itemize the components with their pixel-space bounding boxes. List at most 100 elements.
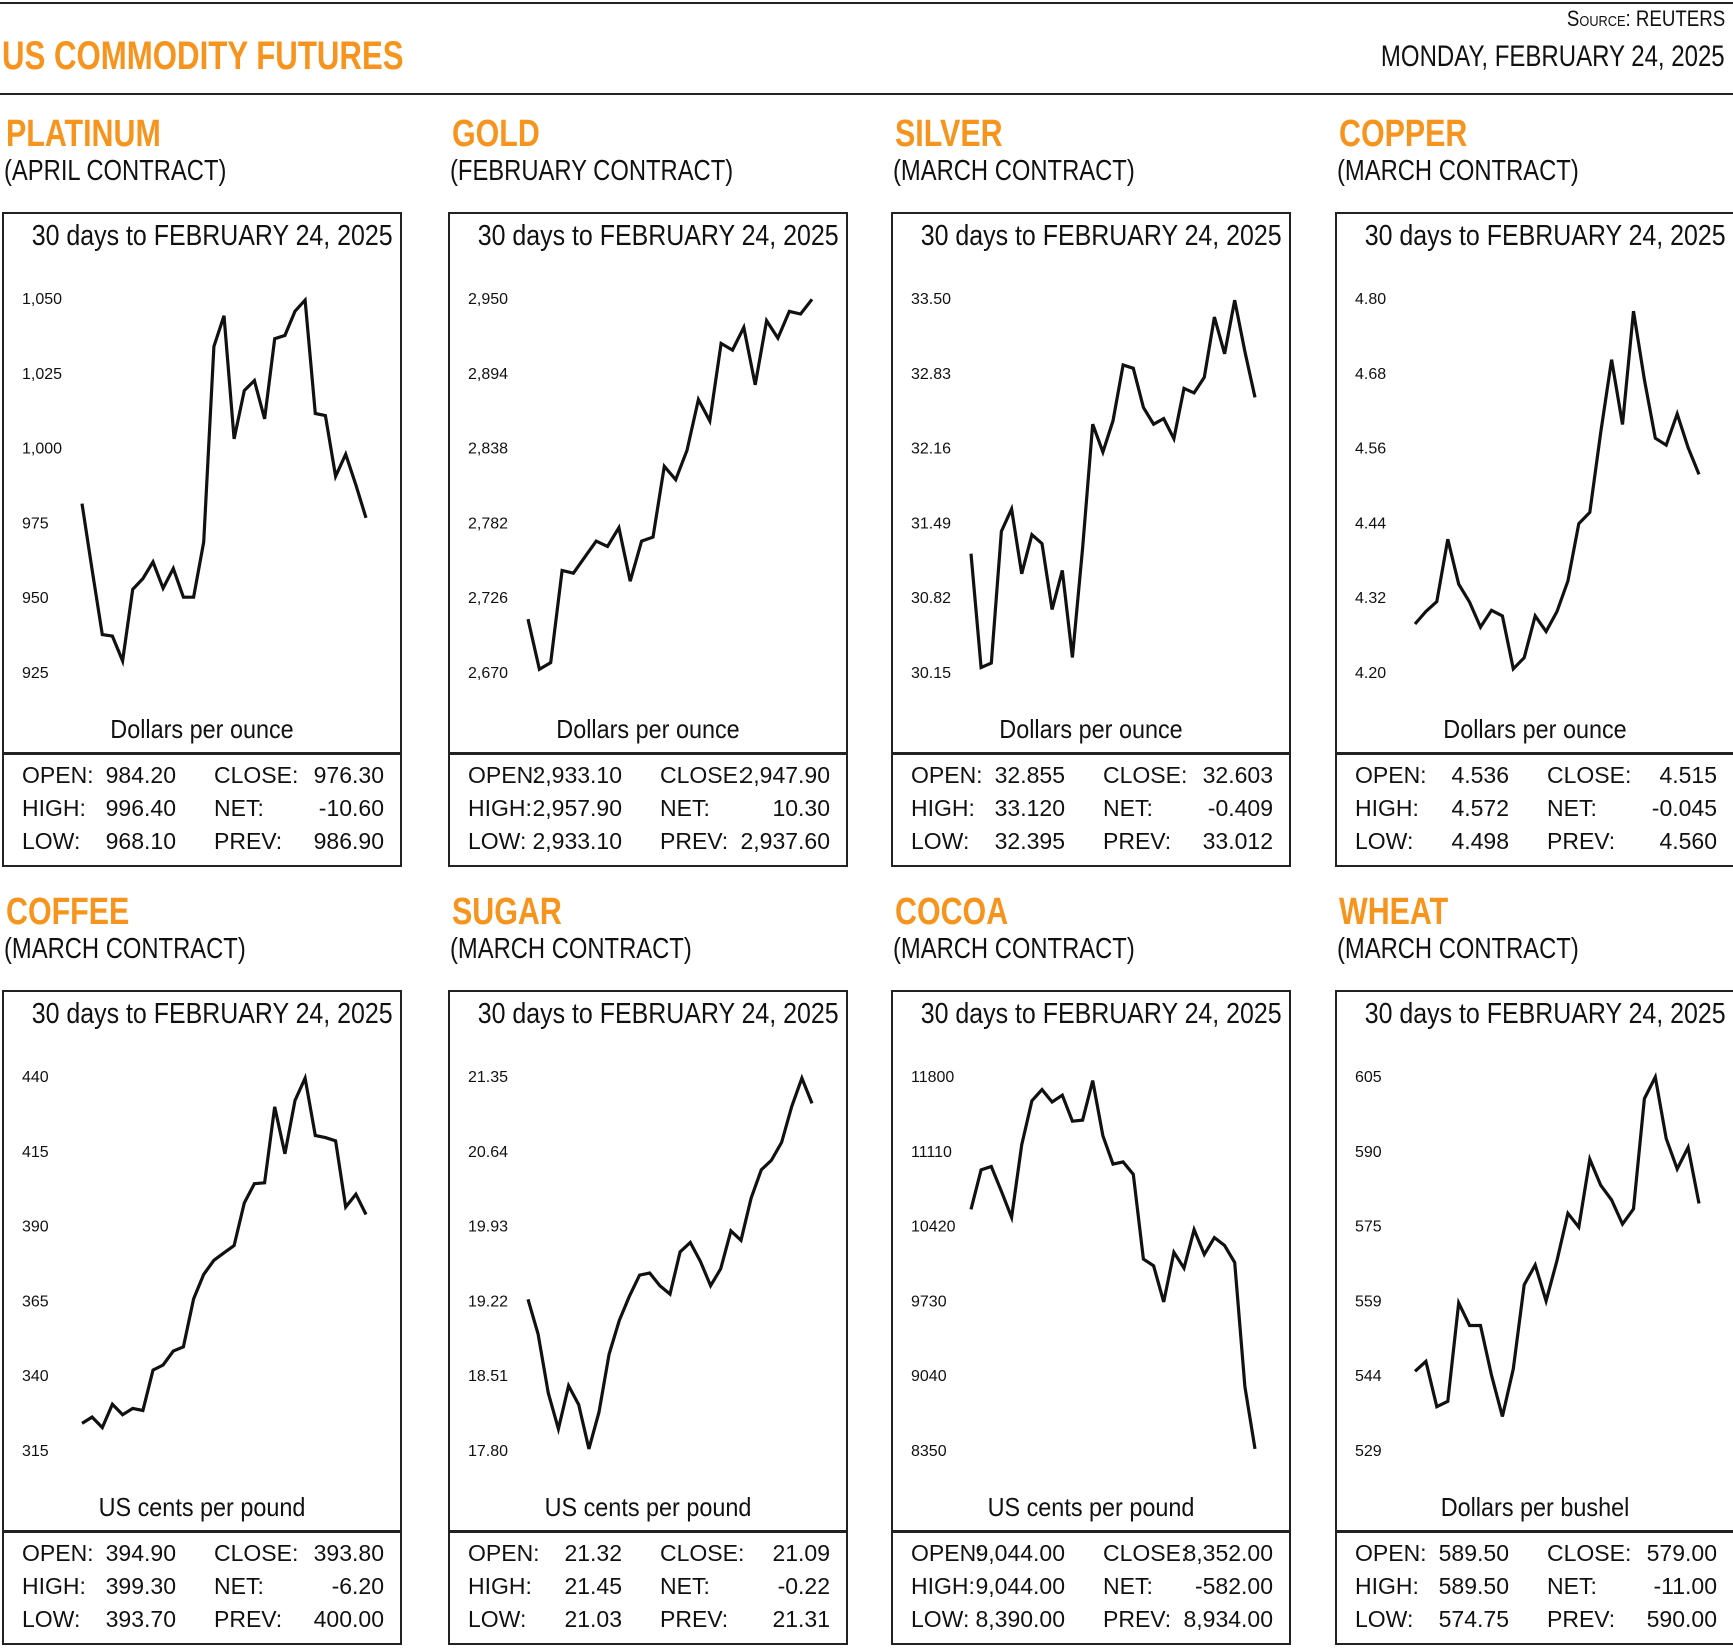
open-label: OPEN: xyxy=(1355,762,1427,788)
line-chart: 529 544 559 575 590 605 xyxy=(1355,1069,1701,1460)
line-chart: 8350 9040 9730 10420 11110 11800 xyxy=(911,1069,1257,1460)
y-tick-label: 2,894 xyxy=(468,366,508,383)
stats-row: LOW: 968.10 PREV: 986.90 xyxy=(4,828,400,861)
close-label: CLOSE: xyxy=(660,1540,745,1566)
close-label: CLOSE: xyxy=(1547,1540,1632,1566)
close-label: CLOSE: xyxy=(214,762,299,788)
prev-label: PREV: xyxy=(1547,1606,1616,1632)
high-value: 4.572 xyxy=(1451,795,1509,821)
high-value: 399.30 xyxy=(105,1573,176,1599)
open-label: OPEN: xyxy=(22,762,94,788)
high-value: 21.45 xyxy=(564,1573,622,1599)
commodity-name: WHEAT xyxy=(1339,891,1449,933)
low-value: 21.03 xyxy=(564,1606,622,1632)
chart-box: 30 days to FEBRUARY 24, 2025 Dollars per… xyxy=(1335,212,1733,867)
contract-label: (APRIL CONTRACT) xyxy=(4,155,227,187)
low-value: 2,933.10 xyxy=(532,828,622,854)
stats-row: LOW: 393.70 PREV: 400.00 xyxy=(4,1606,400,1639)
chart-box: 30 days to FEBRUARY 24, 2025 Dollars per… xyxy=(448,212,848,867)
y-tick-label: 2,950 xyxy=(468,291,508,308)
net-label: NET: xyxy=(1547,1573,1597,1599)
y-tick-label: 1,025 xyxy=(22,366,62,383)
contract-label: (MARCH CONTRACT) xyxy=(893,933,1135,965)
stats-row: OPEN: 984.20 CLOSE: 976.30 xyxy=(4,762,400,795)
high-label: HIGH: xyxy=(911,795,975,821)
open-value: 2,933.10 xyxy=(532,762,622,788)
open-label: OPEN: xyxy=(468,1540,540,1566)
price-line xyxy=(969,299,1257,670)
high-value: 589.50 xyxy=(1438,1573,1509,1599)
header-rule xyxy=(0,93,1733,95)
stats-table: OPEN: 394.90 CLOSE: 393.80 HIGH: 399.30 … xyxy=(4,1540,400,1639)
net-value: -0.045 xyxy=(1651,795,1717,821)
low-value: 32.395 xyxy=(994,828,1065,854)
commodity-name: COCOA xyxy=(895,891,1009,933)
commodity-panel-copper: COPPER (MARCH CONTRACT) 30 days to FEBRU… xyxy=(1335,113,1733,873)
date-label: MONDAY, FEBRUARY 24, 2025 xyxy=(1381,40,1725,73)
open-value: 32.855 xyxy=(994,762,1065,788)
y-tick-label: 11800 xyxy=(911,1069,954,1086)
divider xyxy=(450,1530,846,1533)
contract-label: (MARCH CONTRACT) xyxy=(450,933,692,965)
stats-row: HIGH: 589.50 NET: -11.00 xyxy=(1337,1573,1733,1606)
y-tick-label: 1,000 xyxy=(22,441,62,458)
contract-label: (MARCH CONTRACT) xyxy=(1337,155,1579,187)
price-line xyxy=(526,298,814,672)
net-label: NET: xyxy=(214,1573,264,1599)
unit-label: US cents per pound xyxy=(987,1492,1195,1522)
prev-label: PREV: xyxy=(1103,828,1172,854)
y-tick-label: 9730 xyxy=(911,1293,947,1310)
stats-row: HIGH: 399.30 NET: -6.20 xyxy=(4,1573,400,1606)
y-tick-label: 315 xyxy=(22,1443,49,1460)
y-tick-label: 9040 xyxy=(911,1368,947,1385)
high-label: HIGH: xyxy=(1355,1573,1419,1599)
price-line xyxy=(526,1073,814,1450)
high-label: HIGH: xyxy=(22,795,86,821)
prev-label: PREV: xyxy=(1547,828,1616,854)
stats-row: OPEN: 2,933.10 CLOSE: 2,947.90 xyxy=(450,762,846,795)
chart-box: 30 days to FEBRUARY 24, 2025 US cents pe… xyxy=(448,990,848,1645)
high-label: HIGH: xyxy=(468,1573,532,1599)
y-tick-label: 415 xyxy=(22,1144,49,1161)
y-tick-label: 4.32 xyxy=(1355,590,1386,607)
divider xyxy=(4,1530,400,1533)
net-value: -6.20 xyxy=(331,1573,384,1599)
period-label: 30 days to FEBRUARY 24, 2025 xyxy=(477,998,839,1030)
price-line xyxy=(81,1072,368,1431)
y-tick-label: 19.22 xyxy=(468,1293,508,1310)
low-label: LOW: xyxy=(911,1606,970,1632)
prev-value: 590.00 xyxy=(1646,1606,1717,1632)
y-tick-label: 950 xyxy=(22,590,49,607)
net-value: -582.00 xyxy=(1194,1573,1273,1599)
low-value: 4.498 xyxy=(1451,828,1509,854)
period-label: 30 days to FEBRUARY 24, 2025 xyxy=(920,998,1282,1030)
y-tick-label: 33.50 xyxy=(911,291,951,308)
low-label: LOW: xyxy=(468,1606,527,1632)
unit-label: Dollars per ounce xyxy=(999,714,1183,744)
y-tick-label: 4.80 xyxy=(1355,291,1386,308)
unit-label: Dollars per ounce xyxy=(1443,714,1627,744)
y-tick-label: 17.80 xyxy=(468,1443,508,1460)
prev-value: 8,934.00 xyxy=(1183,1606,1273,1632)
net-value: -11.00 xyxy=(1653,1573,1717,1599)
close-label: CLOSE: xyxy=(214,1540,299,1566)
chart-box: 30 days to FEBRUARY 24, 2025 Dollars per… xyxy=(1335,990,1733,1645)
chart-box: 30 days to FEBRUARY 24, 2025 Dollars per… xyxy=(891,212,1291,867)
close-value: 579.00 xyxy=(1646,1540,1717,1566)
close-value: 393.80 xyxy=(313,1540,384,1566)
stats-row: LOW: 32.395 PREV: 33.012 xyxy=(893,828,1289,861)
net-label: NET: xyxy=(660,795,710,821)
y-tick-label: 1,050 xyxy=(22,291,62,308)
page-title: US COMMODITY FUTURES xyxy=(2,34,404,78)
low-value: 8,390.00 xyxy=(975,1606,1065,1632)
high-label: HIGH: xyxy=(22,1573,86,1599)
low-label: LOW: xyxy=(22,1606,81,1632)
net-label: NET: xyxy=(1103,1573,1153,1599)
y-tick-label: 10420 xyxy=(911,1219,956,1236)
commodity-panel-coffee: COFFEE (MARCH CONTRACT) 30 days to FEBRU… xyxy=(2,891,402,1651)
stats-row: OPEN: 394.90 CLOSE: 393.80 xyxy=(4,1540,400,1573)
stats-row: LOW: 4.498 PREV: 4.560 xyxy=(1337,828,1733,861)
y-tick-label: 2,670 xyxy=(468,665,508,682)
prev-label: PREV: xyxy=(214,828,283,854)
prev-value: 33.012 xyxy=(1202,828,1273,854)
